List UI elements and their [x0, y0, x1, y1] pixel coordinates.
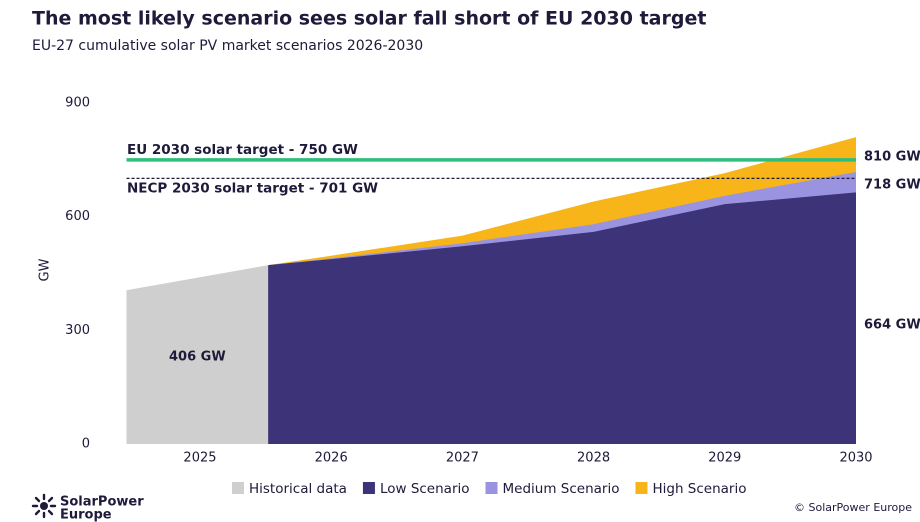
- y-tick-label: 0: [82, 437, 90, 452]
- logo-icon: [31, 493, 57, 519]
- x-tick-label: 2025: [183, 451, 216, 466]
- legend-swatch: [635, 482, 648, 494]
- value-label: 718 GW: [864, 178, 920, 193]
- legend-label: High Scenario: [652, 481, 746, 497]
- credit: © SolarPower Europe: [794, 501, 912, 514]
- target-label: NECP 2030 solar target - 701 GW: [127, 180, 378, 196]
- logo-text: SolarPower: [60, 495, 144, 510]
- legend-swatch: [232, 482, 244, 494]
- x-tick-label: 2029: [708, 451, 741, 466]
- y-tick-label: 900: [65, 96, 90, 111]
- legend-swatch: [362, 482, 375, 494]
- legend-swatch: [485, 482, 498, 494]
- chart-subtitle: EU-27 cumulative solar PV market scenari…: [32, 38, 423, 54]
- x-tick-label: 2027: [446, 451, 479, 466]
- value-label: 664 GW: [864, 318, 920, 333]
- x-tick-label: 2028: [577, 451, 610, 466]
- y-tick-label: 300: [65, 323, 90, 338]
- area: [126, 265, 269, 444]
- area: [268, 192, 857, 444]
- legend-label: Low Scenario: [380, 481, 470, 497]
- y-tick-label: 600: [65, 209, 90, 224]
- target-label: EU 2030 solar target - 750 GW: [127, 142, 358, 158]
- chart-title: The most likely scenario sees solar fall…: [32, 8, 706, 30]
- legend-label: Medium Scenario: [503, 481, 620, 497]
- logo-text: Europe: [60, 508, 112, 522]
- x-tick-label: 2030: [839, 451, 872, 466]
- legend-label: Historical data: [249, 481, 347, 497]
- value-label: 406 GW: [169, 350, 226, 365]
- x-tick-label: 2026: [315, 451, 348, 466]
- y-axis-label: GW: [38, 258, 53, 281]
- value-label: 810 GW: [864, 150, 920, 165]
